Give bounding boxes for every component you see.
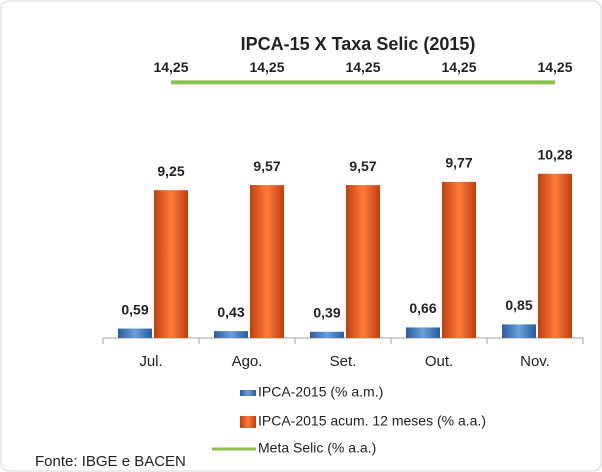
bar — [214, 331, 248, 338]
chart-title: IPCA-15 X Taxa Selic (2015) — [241, 34, 476, 54]
x-tick-label: Set. — [330, 353, 357, 370]
data-label: 14,25 — [537, 59, 572, 75]
data-label: 9,77 — [445, 155, 472, 171]
bar — [442, 181, 476, 338]
bar — [538, 173, 572, 338]
data-label: 0,39 — [313, 304, 340, 320]
source-note: Fonte: IBGE e BACEN — [35, 453, 186, 470]
data-label: 9,57 — [349, 158, 376, 174]
bar — [502, 324, 536, 338]
data-label: 14,25 — [345, 59, 380, 75]
data-label: 0,85 — [505, 297, 532, 313]
legend-swatch — [240, 390, 256, 396]
x-tick-label: Nov. — [520, 353, 550, 370]
legend-swatch — [240, 416, 256, 428]
x-tick-label: Ago. — [232, 353, 263, 370]
x-tick-label: Out. — [425, 353, 453, 370]
bar — [154, 190, 188, 338]
data-label: 9,25 — [157, 163, 184, 179]
x-tick-label: Jul. — [139, 353, 162, 370]
legend-label: Meta Selic (% a.a.) — [258, 440, 376, 456]
legend-label: IPCA-2015 (% a.m.) — [258, 384, 383, 400]
bar — [250, 185, 284, 338]
data-label: 0,43 — [217, 304, 244, 320]
legend-label: IPCA-2015 acum. 12 meses (% a.a.) — [258, 413, 486, 429]
data-label: 14,25 — [153, 59, 188, 75]
bar — [406, 327, 440, 338]
data-label: 0,59 — [121, 301, 148, 317]
bar — [346, 185, 380, 338]
data-label: 14,25 — [441, 59, 476, 75]
bar — [118, 328, 152, 338]
data-label: 9,57 — [253, 158, 280, 174]
bar — [310, 331, 344, 338]
data-label: 10,28 — [537, 146, 572, 162]
data-label: 0,66 — [409, 300, 436, 316]
data-label: 14,25 — [249, 59, 284, 75]
